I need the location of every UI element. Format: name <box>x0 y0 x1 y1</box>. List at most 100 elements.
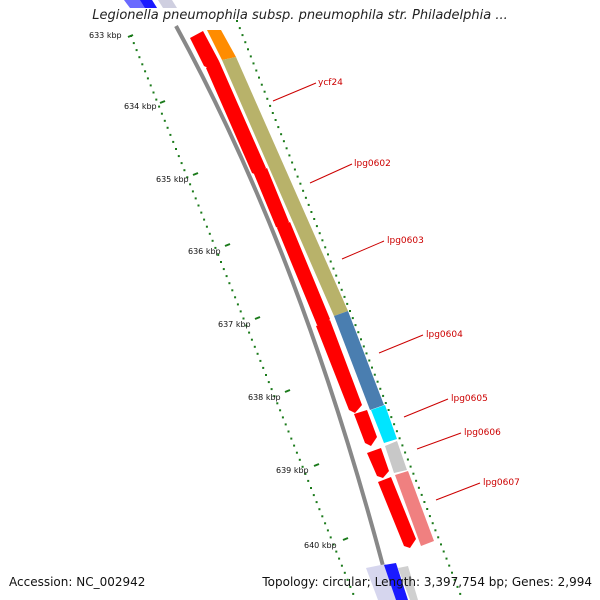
scale-dot <box>244 41 247 44</box>
orange-feature[interactable] <box>207 30 236 60</box>
gene-label-lpg0607[interactable]: lpg0607 <box>483 478 520 488</box>
scale-dot <box>228 282 231 285</box>
map-title: Legionella pneumophila subsp. pneumophil… <box>92 8 508 23</box>
bottom-blue-gene[interactable] <box>384 563 408 600</box>
scale-dot <box>253 345 256 348</box>
gene-arrow[interactable] <box>206 61 266 176</box>
scale-dot <box>357 331 360 334</box>
scale-dot <box>262 366 265 369</box>
scale-dot <box>263 90 266 93</box>
olive-feature-ycf24[interactable] <box>222 57 348 316</box>
scale-dot <box>160 112 163 115</box>
scale-dot <box>440 543 442 546</box>
scale-dot <box>434 529 437 532</box>
scale-dot <box>315 225 318 228</box>
scale-dot <box>163 119 166 122</box>
gene-label-lpg0606[interactable]: lpg0606 <box>464 428 501 438</box>
leader-lpg0604 <box>378 334 424 354</box>
gene-label-ycf24[interactable]: ycf24 <box>318 78 343 88</box>
scale-dot <box>269 104 272 107</box>
kbp-label-633: 633 kbp <box>89 31 122 40</box>
scale-dot <box>152 91 155 94</box>
gene-label-lpg0603[interactable]: lpg0603 <box>387 236 424 246</box>
scale-dot <box>236 303 239 306</box>
scale-dot <box>448 564 451 567</box>
gene-arrow[interactable] <box>277 222 330 328</box>
pink-feature-lpg0607[interactable] <box>395 471 434 546</box>
scale-dot <box>194 197 197 200</box>
scale-dot <box>214 246 217 249</box>
scale-dot <box>362 345 365 348</box>
scale-dot <box>338 281 340 284</box>
label-leaders <box>272 82 481 501</box>
scale-dot <box>437 536 440 539</box>
scale-dot <box>149 84 152 87</box>
scale-dot <box>417 486 420 489</box>
scale-dot <box>368 359 371 362</box>
scale-dot <box>274 119 277 121</box>
gene-label-lpg0604[interactable]: lpg0604 <box>426 330 463 340</box>
scale-dot <box>315 501 318 504</box>
gene-arrow[interactable] <box>316 320 362 413</box>
top-blue-gene-2[interactable] <box>140 0 157 8</box>
leader-ycf24 <box>272 82 317 102</box>
kbp-label-639: 639 kbp <box>276 466 309 475</box>
gene-labels: ycf24 lpg0602 lpg0603 lpg0604 lpg0605 lp… <box>318 78 520 488</box>
top-gray-gene[interactable] <box>158 0 177 8</box>
scale-dot <box>329 260 332 263</box>
gene-arrow[interactable] <box>378 477 416 548</box>
scale-dot <box>442 550 445 553</box>
scale-dot <box>332 267 335 270</box>
scale-dot <box>225 275 228 278</box>
scale-dot <box>298 458 301 461</box>
outer-green-dots <box>236 20 462 595</box>
leader-lpg0605 <box>403 398 449 418</box>
scale-dot <box>247 48 249 51</box>
scale-dot <box>144 70 147 73</box>
scale-dot <box>234 296 237 299</box>
scale-dot <box>200 211 203 214</box>
scale-dot <box>277 126 280 129</box>
scale-dot <box>155 98 158 101</box>
scale-dot <box>349 585 352 588</box>
scale-dot <box>360 338 362 341</box>
scale-dot <box>284 423 287 426</box>
scale-dot <box>302 189 305 192</box>
scale-dot <box>293 168 296 171</box>
gene-arrow[interactable] <box>354 410 377 446</box>
scale-dot <box>252 62 255 65</box>
kbp-label-638: 638 kbp <box>248 393 281 402</box>
gray-feature-lpg0606[interactable] <box>385 441 407 473</box>
colored-feature-track <box>207 30 434 546</box>
scale-dot <box>313 218 316 220</box>
scale-dot <box>451 571 453 574</box>
scale-dot <box>293 444 296 447</box>
scale-dot <box>238 27 241 30</box>
gene-label-lpg0605[interactable]: lpg0605 <box>451 394 488 404</box>
gene-arrow[interactable] <box>367 448 389 478</box>
scale-dot <box>158 105 161 108</box>
scale-dot <box>258 76 260 79</box>
bottom-lilac-gene[interactable] <box>366 564 398 600</box>
blue-feature-lpg0604[interactable] <box>334 311 384 410</box>
scale-dot <box>141 63 144 66</box>
gene-arrow[interactable] <box>190 31 219 70</box>
scale-dot <box>329 536 332 539</box>
gene-label-lpg0602[interactable]: lpg0602 <box>354 159 391 169</box>
scale-dot <box>352 592 355 595</box>
scale-dot <box>307 203 310 206</box>
scale-dot <box>265 374 267 376</box>
scale-dot <box>301 465 304 468</box>
scale-dot <box>239 310 242 313</box>
kbp-tick <box>342 537 349 541</box>
cyan-feature-lpg0605[interactable] <box>371 405 397 443</box>
scale-dot <box>338 557 341 560</box>
scale-dot <box>191 190 194 193</box>
bottom-light-gene[interactable] <box>398 566 418 600</box>
scale-dot <box>279 409 282 412</box>
kbp-label-636: 636 kbp <box>188 247 221 256</box>
gene-arrow[interactable] <box>254 168 289 230</box>
scale-dot <box>343 295 346 298</box>
scale-dot <box>312 494 315 497</box>
